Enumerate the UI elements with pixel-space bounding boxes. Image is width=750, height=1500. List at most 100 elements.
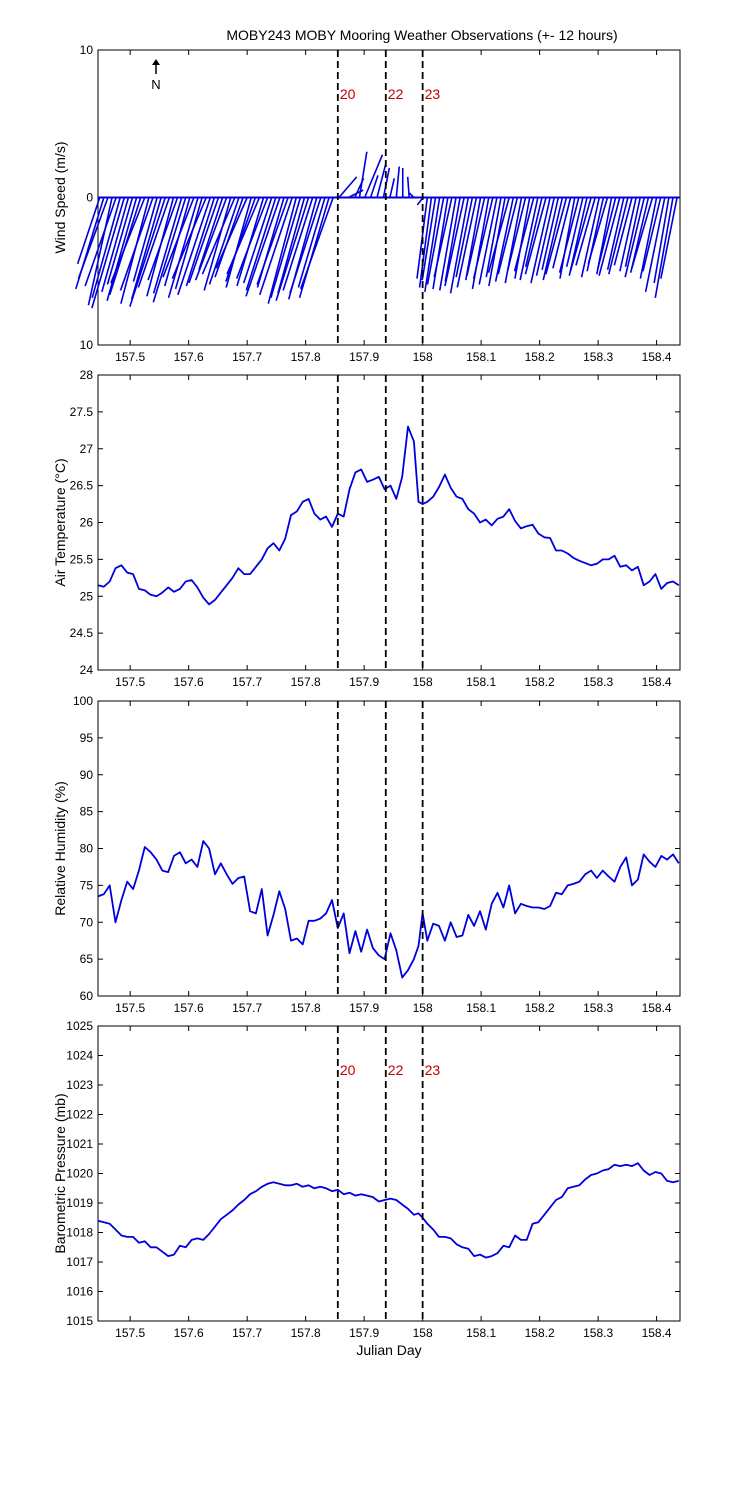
x-tick-label: 158.2 xyxy=(525,350,555,364)
wind-vector xyxy=(258,197,293,296)
y-tick-label: 25 xyxy=(80,589,94,603)
y-tick-label: 25.5 xyxy=(70,552,94,566)
wind-vector xyxy=(130,197,162,300)
wind-vector xyxy=(513,197,535,272)
wind-vector xyxy=(418,197,433,288)
wind-vector xyxy=(299,197,334,290)
wind-vector xyxy=(449,197,470,294)
x-tick-label: 158.2 xyxy=(525,1326,555,1340)
y-tick-label: 1022 xyxy=(66,1108,93,1122)
y-tick-label: 26 xyxy=(80,516,94,530)
y-tick-label: 1015 xyxy=(66,1314,93,1328)
wind-vector xyxy=(275,197,310,301)
x-tick-label: 157.5 xyxy=(115,1001,145,1015)
y-tick-label: 10 xyxy=(80,43,94,57)
y-tick-label: 1016 xyxy=(66,1285,93,1299)
wind-vector xyxy=(642,197,662,272)
x-tick-label: 158.4 xyxy=(642,350,672,364)
wind-vector xyxy=(444,197,461,282)
wind-vector xyxy=(198,197,224,271)
wind-vector xyxy=(298,197,330,299)
wind-vector xyxy=(494,197,515,282)
x-tick-label: 157.7 xyxy=(232,675,262,689)
wind-vector xyxy=(245,197,281,297)
wind-vector xyxy=(185,197,216,287)
wind-vector xyxy=(597,197,617,269)
wind-vector xyxy=(77,197,109,279)
temp-line xyxy=(97,425,680,606)
wind-vector xyxy=(530,197,551,284)
wind-vector xyxy=(137,197,171,288)
wind-vector xyxy=(267,197,298,304)
north-label: N xyxy=(151,77,160,92)
wind-vector xyxy=(242,197,273,284)
wind-vector xyxy=(171,197,207,279)
x-tick-label: 158 xyxy=(413,1001,433,1015)
wind-vector xyxy=(132,197,158,282)
x-tick-label: 157.9 xyxy=(349,1326,379,1340)
wind-vector xyxy=(203,197,232,291)
wind-vector xyxy=(289,197,322,294)
x-tick-label: 158.2 xyxy=(525,675,555,689)
wind-vector xyxy=(226,197,261,275)
wind-vector xyxy=(497,197,519,275)
x-tick-label: 158.3 xyxy=(583,675,613,689)
x-tick-label: 158 xyxy=(413,675,433,689)
wind-vector xyxy=(101,197,130,293)
y-axis-label: Air Temperature (°C) xyxy=(52,458,68,586)
y-tick-label: 65 xyxy=(80,952,94,966)
event-marker-label: 22 xyxy=(388,1062,404,1078)
x-tick-label: 157.9 xyxy=(349,350,379,364)
north-arrow-icon xyxy=(152,59,160,74)
y-tick-label: 1021 xyxy=(66,1137,93,1151)
wind-vector xyxy=(619,197,637,272)
wind-vector xyxy=(424,197,441,293)
wind-vector xyxy=(466,197,486,276)
wind-vector xyxy=(438,197,457,291)
wind-vector xyxy=(235,197,269,279)
wind-vector xyxy=(660,197,678,279)
wind-vector xyxy=(444,197,465,287)
x-tick-label: 157.9 xyxy=(349,1001,379,1015)
event-marker-label: 20 xyxy=(340,1062,356,1078)
y-tick-label: 27 xyxy=(80,442,94,456)
y-tick-label: 1025 xyxy=(66,1019,93,1033)
x-tick-label: 158.4 xyxy=(642,1326,672,1340)
panel-pressure: 1015 1016 1017 1018 1019 1020 1021 1022 1023 1024… xyxy=(52,1019,681,1358)
wind-vector xyxy=(541,197,560,270)
y-tick-label: 95 xyxy=(80,731,94,745)
x-tick-label: 157.5 xyxy=(115,675,145,689)
wind-vector xyxy=(106,197,134,285)
wind-vector xyxy=(558,197,580,273)
x-tick-label: 157.7 xyxy=(232,1326,262,1340)
x-tick-label: 158.4 xyxy=(642,675,672,689)
wind-vector xyxy=(421,197,437,281)
wind-vector xyxy=(587,197,609,265)
x-tick-label: 157.6 xyxy=(174,675,204,689)
wind-vector xyxy=(91,197,126,309)
x-tick-label: 158 xyxy=(413,350,433,364)
wind-vector xyxy=(575,197,596,266)
y-tick-label: 0 xyxy=(86,191,93,205)
wind-vector xyxy=(84,197,117,287)
wind-vector xyxy=(542,197,564,281)
x-tick-label: 157.6 xyxy=(174,1326,204,1340)
axes-box xyxy=(97,700,681,997)
x-tick-label: 157.8 xyxy=(291,675,321,689)
x-tick-label: 158.2 xyxy=(525,1001,555,1015)
wind-vector xyxy=(110,197,146,284)
wind-vector xyxy=(389,178,396,198)
wind-vector xyxy=(580,197,601,278)
y-tick-label: 70 xyxy=(80,915,94,929)
wind-vector xyxy=(472,197,494,279)
wind-vector xyxy=(624,197,646,278)
event-marker-label: 23 xyxy=(425,1062,441,1078)
x-tick-label: 157.5 xyxy=(115,350,145,364)
x-tick-label: 158 xyxy=(413,1326,433,1340)
wind-vector xyxy=(613,197,633,266)
wind-vector xyxy=(559,197,576,279)
wind-vector xyxy=(297,197,326,288)
y-tick-label: 1024 xyxy=(66,1049,93,1063)
x-tick-label: 158.3 xyxy=(583,1001,613,1015)
wind-vector xyxy=(514,197,531,279)
